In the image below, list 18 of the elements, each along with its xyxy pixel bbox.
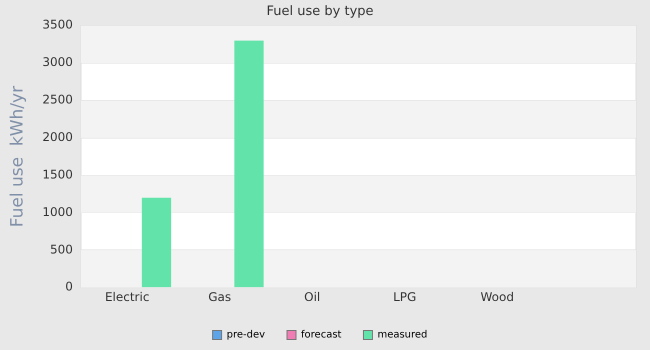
x-tick-label: Electric	[104, 290, 150, 304]
y-tick-label: 1000	[42, 204, 73, 219]
y-tick-label: 3500	[42, 18, 73, 32]
x-tick-label: Wood	[480, 290, 514, 304]
y-tick-label: 0	[65, 280, 73, 294]
legend-label: forecast	[301, 330, 342, 341]
y-tick-label: 500	[50, 242, 73, 256]
legend-label: measured	[377, 330, 428, 341]
chart-title: Fuel use by type	[266, 4, 374, 20]
y-tick-label: 2000	[42, 130, 73, 144]
x-tick-label: Oil	[304, 290, 320, 304]
y-tick-label: 2500	[42, 92, 73, 107]
x-tick-label: LPG	[393, 290, 416, 304]
legend-label: pre-dev	[226, 330, 266, 341]
y-axis-title: Fuel use kWh/yr	[8, 86, 28, 228]
y-tick-label: 1500	[42, 167, 73, 182]
x-tick-label: Gas	[208, 290, 232, 304]
y-tick-label: 3000	[42, 55, 73, 70]
